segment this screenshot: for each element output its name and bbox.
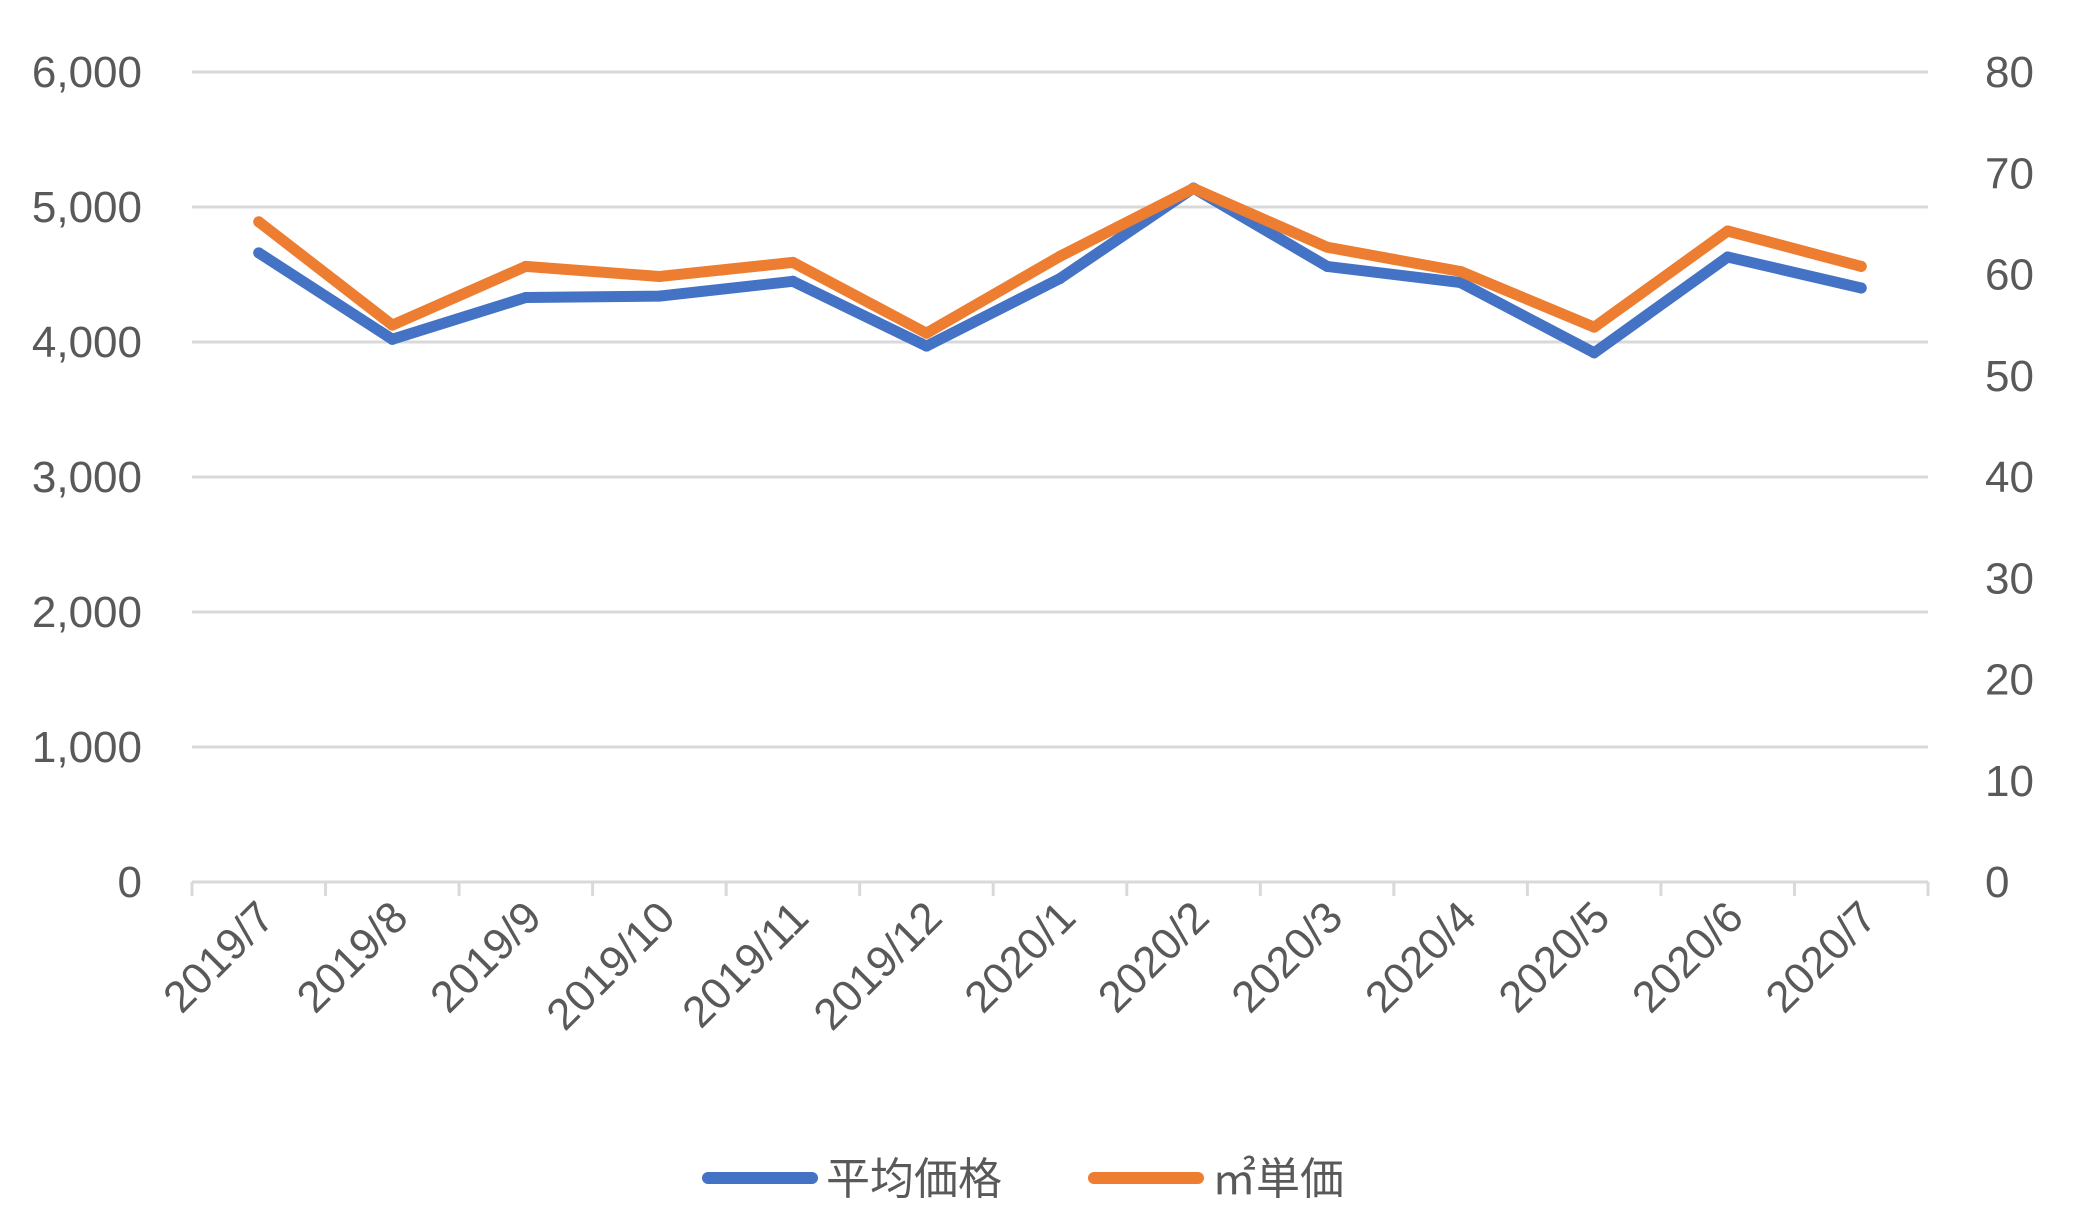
- data-point: [1455, 277, 1467, 289]
- y-tick-label-right: 30: [1985, 554, 2034, 603]
- y-tick-label-right: 40: [1985, 453, 2034, 502]
- y-tick-label-right: 70: [1985, 149, 2034, 198]
- x-tick-label: 2020/2: [1089, 892, 1219, 1022]
- data-point: [253, 247, 265, 259]
- y-tick-label-left: 0: [118, 858, 142, 907]
- data-point: [1188, 182, 1200, 194]
- x-tick-label: 2019/11: [673, 892, 818, 1037]
- data-point: [1054, 273, 1066, 285]
- y-tick-label-right: 20: [1985, 656, 2034, 705]
- y-tick-label-left: 6,000: [32, 48, 142, 97]
- legend-label-avg-price: 平均価格: [826, 1154, 1002, 1205]
- data-point: [1855, 282, 1867, 294]
- data-point: [1321, 241, 1333, 253]
- legend: 平均価格 ㎡単価: [702, 1154, 1344, 1205]
- x-tick-label: 2020/1: [955, 892, 1085, 1022]
- data-point: [1054, 250, 1066, 262]
- y-tick-label-left: 5,000: [32, 183, 142, 232]
- y-tick-label-left: 4,000: [32, 318, 142, 367]
- x-tick-label: 2020/7: [1756, 892, 1886, 1022]
- data-point: [1722, 251, 1734, 263]
- x-tick-label: 2020/6: [1623, 892, 1753, 1022]
- y-tick-label-right: 50: [1985, 352, 2034, 401]
- y-tick-label-left: 1,000: [32, 723, 142, 772]
- data-point: [653, 290, 665, 302]
- x-tick-label: 2020/4: [1356, 892, 1486, 1022]
- x-tick-label: 2019/8: [288, 892, 418, 1022]
- gridlines: [192, 70, 1928, 749]
- y-tick-label-right: 0: [1985, 858, 2009, 907]
- data-point: [920, 327, 932, 339]
- data-point: [787, 275, 799, 287]
- y-axis-right: 0 10 20 30 40 50 60 70 80: [1985, 48, 2034, 907]
- data-point: [1722, 225, 1734, 237]
- y-axis-left: 0 1,000 2,000 3,000 4,000 5,000 6,000: [32, 48, 142, 907]
- data-point: [1321, 260, 1333, 272]
- y-tick-label-left: 2,000: [32, 588, 142, 637]
- data-point: [787, 256, 799, 268]
- data-point: [1588, 321, 1600, 333]
- data-point: [1855, 260, 1867, 272]
- x-tick-label: 2019/10: [537, 892, 684, 1039]
- x-tick-label: 2019/9: [421, 892, 551, 1022]
- data-point: [253, 216, 265, 228]
- series-lines: [253, 182, 1867, 359]
- y-tick-label-right: 80: [1985, 48, 2034, 97]
- x-tick-label: 2019/12: [804, 892, 951, 1039]
- data-point: [1455, 265, 1467, 277]
- data-point: [386, 319, 398, 331]
- x-tick-label: 2020/3: [1222, 892, 1352, 1022]
- x-tick-label: 2020/5: [1489, 892, 1619, 1022]
- y-tick-label-right: 10: [1985, 757, 2034, 806]
- data-point: [520, 260, 532, 272]
- x-tick-label: 2019/7: [154, 892, 284, 1022]
- data-point: [920, 340, 932, 352]
- data-point: [520, 291, 532, 303]
- y-tick-label-left: 3,000: [32, 453, 142, 502]
- data-point: [1588, 347, 1600, 359]
- data-point: [653, 271, 665, 283]
- y-tick-label-right: 60: [1985, 251, 2034, 300]
- series-line-0: [253, 182, 1867, 359]
- legend-label-unit-price: ㎡単価: [1212, 1154, 1344, 1205]
- data-point: [386, 333, 398, 345]
